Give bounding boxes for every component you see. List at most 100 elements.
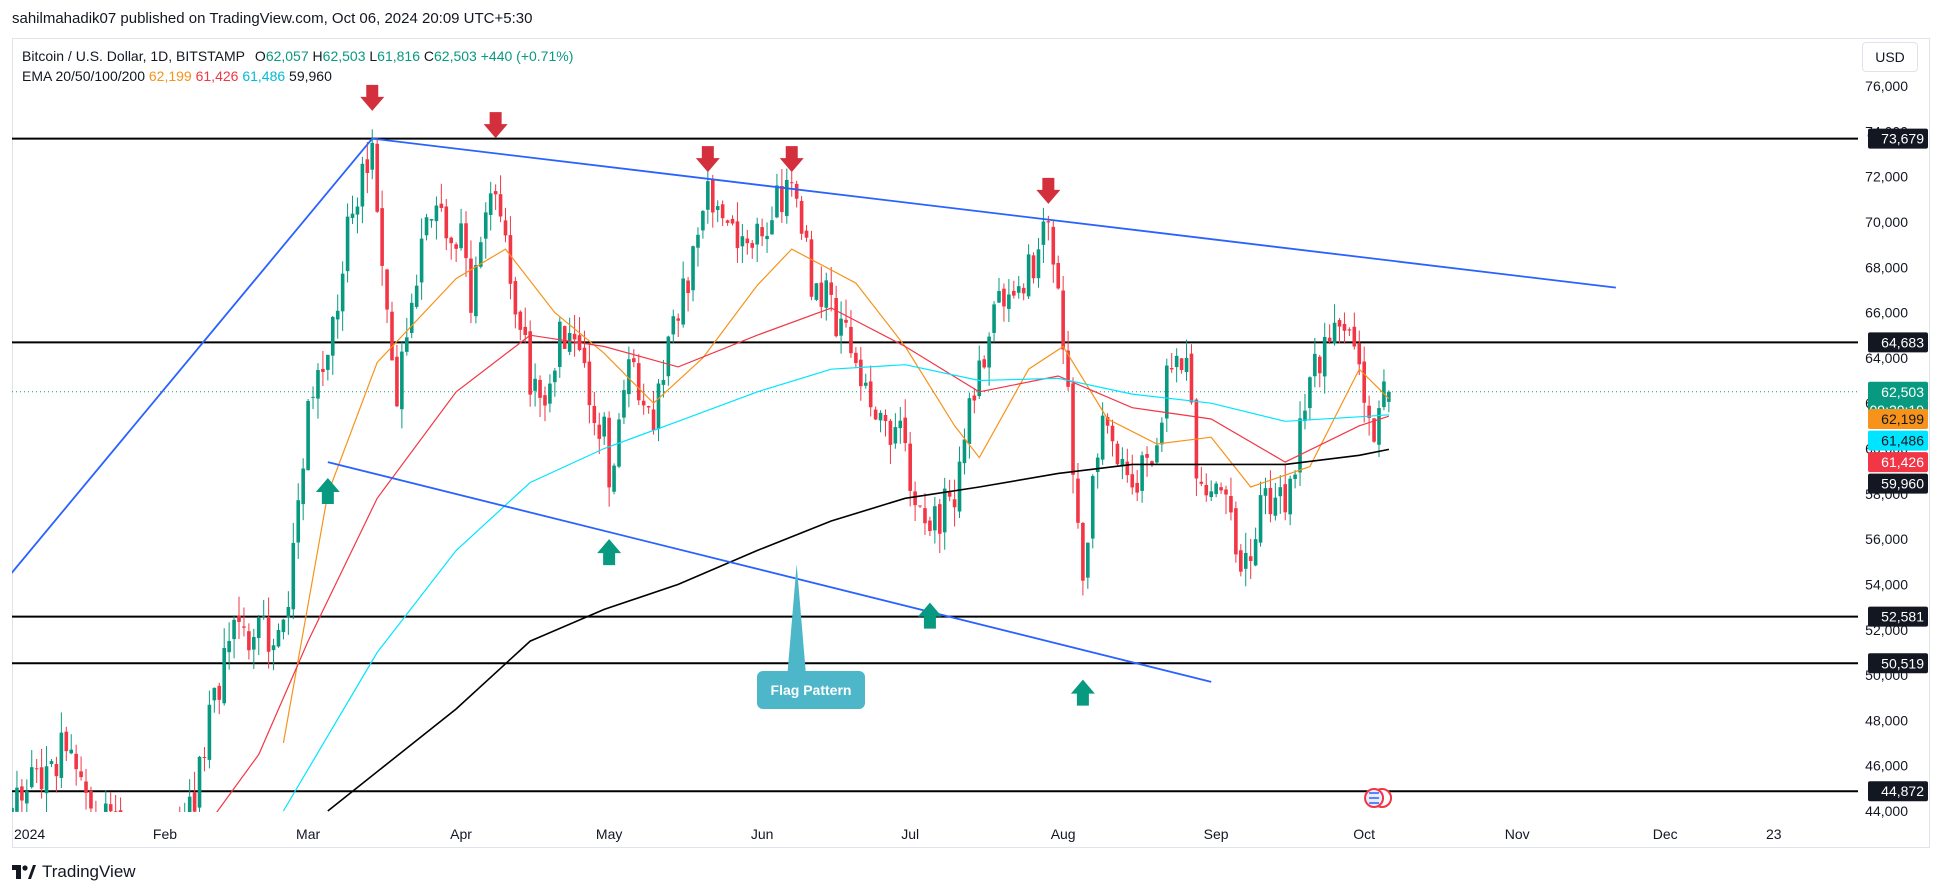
resistance-down-arrow-icon bbox=[1036, 177, 1061, 204]
currency-button[interactable]: USD bbox=[1862, 42, 1918, 72]
candle-body bbox=[311, 396, 315, 398]
candle-body bbox=[20, 786, 24, 801]
change-value: +440 (+0.71%) bbox=[480, 48, 574, 64]
candle-body bbox=[592, 406, 597, 424]
resistance-down-arrow-icon bbox=[360, 84, 385, 111]
ema-indicator-label[interactable]: EMA 20/50/100/200 bbox=[22, 68, 145, 84]
candle-body bbox=[207, 704, 212, 760]
candle-body bbox=[256, 618, 261, 639]
candle-body bbox=[439, 203, 444, 209]
candle-body bbox=[69, 749, 74, 754]
candle-body bbox=[375, 143, 379, 212]
candle-body bbox=[395, 356, 399, 407]
candle-body bbox=[992, 304, 996, 333]
candle-body bbox=[1253, 539, 1258, 566]
candle-body bbox=[1164, 365, 1169, 419]
tradingview-logo-icon bbox=[12, 865, 36, 879]
candle-body bbox=[414, 285, 419, 307]
candle-body bbox=[1184, 357, 1189, 373]
price-axis-badge bbox=[1868, 473, 1928, 494]
candle-body bbox=[528, 331, 532, 395]
flag-pattern-callout[interactable] bbox=[757, 671, 865, 709]
candle-body bbox=[567, 333, 572, 352]
candle-body bbox=[74, 753, 78, 770]
ema100-line bbox=[282, 364, 1389, 812]
candle-body bbox=[636, 363, 641, 401]
candle-body bbox=[641, 400, 646, 406]
candle-body bbox=[780, 186, 784, 213]
candle-body bbox=[952, 499, 957, 508]
support-up-arrow-icon bbox=[597, 539, 622, 566]
candle-body bbox=[1357, 343, 1362, 365]
candle-body bbox=[1362, 361, 1366, 403]
candle-body bbox=[701, 210, 705, 231]
close-value: 62,503 bbox=[434, 48, 477, 64]
candle-body bbox=[54, 763, 59, 777]
price-axis-badge bbox=[1868, 430, 1928, 451]
candle-body bbox=[1086, 542, 1090, 578]
candle-body bbox=[1071, 383, 1075, 475]
candle-body bbox=[859, 359, 863, 387]
candle-body bbox=[854, 352, 858, 363]
candle-body bbox=[1204, 484, 1209, 496]
candle-body bbox=[612, 465, 616, 492]
candle-body bbox=[903, 417, 908, 444]
candle-body bbox=[1243, 552, 1248, 569]
candle-body bbox=[548, 383, 552, 404]
price-axis-badge bbox=[1868, 128, 1928, 149]
candle-body bbox=[370, 142, 375, 170]
candle-body bbox=[316, 369, 320, 399]
candle-body bbox=[913, 491, 917, 506]
candle-body bbox=[183, 819, 187, 828]
candle-body bbox=[819, 282, 824, 307]
candle-body bbox=[1263, 488, 1268, 496]
candle-body bbox=[296, 500, 301, 543]
x-tick-label: May bbox=[596, 826, 622, 842]
candle-body bbox=[829, 282, 834, 295]
us-flag-icon bbox=[1369, 792, 1380, 804]
candle-body bbox=[424, 217, 429, 236]
candle-body bbox=[607, 417, 611, 488]
resistance-down-arrow-icon bbox=[695, 146, 720, 173]
symbol-title[interactable]: Bitcoin / U.S. Dollar, 1D, BITSTAMP bbox=[22, 48, 246, 64]
price-axis-badge-label: 59,960 bbox=[1881, 476, 1924, 492]
candle-body bbox=[1372, 418, 1376, 442]
candle-body bbox=[765, 235, 769, 240]
plot-area[interactable] bbox=[2, 129, 1858, 872]
candle-body bbox=[148, 829, 152, 845]
candle-body bbox=[217, 685, 222, 700]
candle-body bbox=[1012, 290, 1016, 296]
candle-body bbox=[158, 852, 162, 855]
resistance-down-arrow-icon bbox=[483, 112, 508, 139]
price-axis-badge bbox=[1868, 653, 1928, 674]
candle-body bbox=[89, 790, 93, 809]
candle-body bbox=[824, 280, 829, 308]
candle-body bbox=[247, 631, 251, 651]
candle-body bbox=[681, 278, 685, 325]
candle-body bbox=[49, 761, 54, 764]
candle-body bbox=[553, 370, 557, 383]
candle-body bbox=[380, 208, 384, 266]
candle-body bbox=[252, 637, 256, 650]
x-tick-label: Jun bbox=[751, 826, 774, 842]
candle-body bbox=[1179, 358, 1184, 370]
y-tick-label: 46,000 bbox=[1865, 758, 1908, 774]
candle-body bbox=[1189, 353, 1194, 403]
candle-body bbox=[1317, 356, 1322, 374]
candle-body bbox=[538, 379, 542, 398]
candle-body bbox=[839, 318, 843, 336]
candle-body bbox=[326, 354, 330, 370]
candle-body bbox=[1367, 405, 1371, 418]
flag-pattern-label: Flag Pattern bbox=[771, 682, 852, 698]
candle-body bbox=[957, 461, 962, 512]
footer-brand[interactable]: TradingView bbox=[12, 862, 136, 882]
candle-body bbox=[429, 219, 434, 221]
candle-body bbox=[893, 427, 898, 444]
candle-body bbox=[301, 468, 305, 505]
candle-body bbox=[266, 616, 271, 652]
candle-body bbox=[1160, 422, 1164, 445]
x-tick-label: Feb bbox=[153, 826, 177, 842]
candle-body bbox=[488, 193, 493, 215]
candle-body bbox=[94, 813, 98, 826]
